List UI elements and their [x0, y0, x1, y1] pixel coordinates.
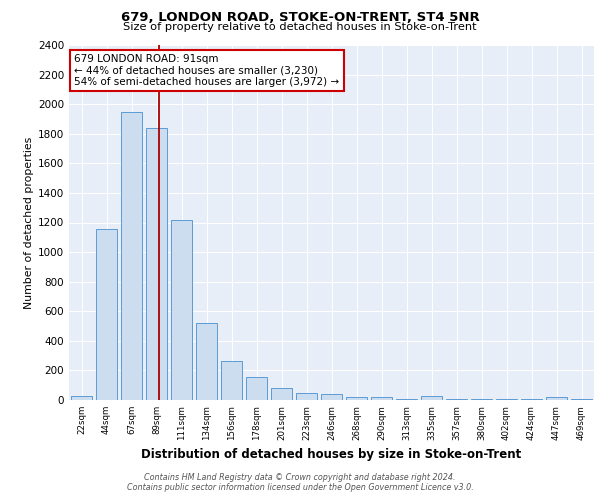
Y-axis label: Number of detached properties: Number of detached properties — [24, 136, 34, 308]
Text: 679, LONDON ROAD, STOKE-ON-TRENT, ST4 5NR: 679, LONDON ROAD, STOKE-ON-TRENT, ST4 5N… — [121, 11, 479, 24]
Bar — [171, 220, 192, 400]
Text: Contains public sector information licensed under the Open Government Licence v3: Contains public sector information licen… — [127, 484, 473, 492]
Bar — [421, 396, 442, 400]
Bar — [71, 396, 92, 400]
Bar — [196, 323, 217, 400]
Bar — [221, 361, 242, 400]
Bar — [96, 229, 117, 400]
Bar — [246, 377, 267, 400]
Text: 679 LONDON ROAD: 91sqm
← 44% of detached houses are smaller (3,230)
54% of semi-: 679 LONDON ROAD: 91sqm ← 44% of detached… — [74, 54, 340, 87]
Bar — [296, 392, 317, 400]
Bar — [371, 398, 392, 400]
Bar — [346, 398, 367, 400]
Text: Contains HM Land Registry data © Crown copyright and database right 2024.: Contains HM Land Registry data © Crown c… — [144, 472, 456, 482]
Bar — [321, 394, 342, 400]
Bar — [121, 112, 142, 400]
Text: Size of property relative to detached houses in Stoke-on-Trent: Size of property relative to detached ho… — [123, 22, 477, 32]
Bar — [146, 128, 167, 400]
Bar — [546, 397, 567, 400]
X-axis label: Distribution of detached houses by size in Stoke-on-Trent: Distribution of detached houses by size … — [142, 448, 521, 461]
Bar — [271, 388, 292, 400]
